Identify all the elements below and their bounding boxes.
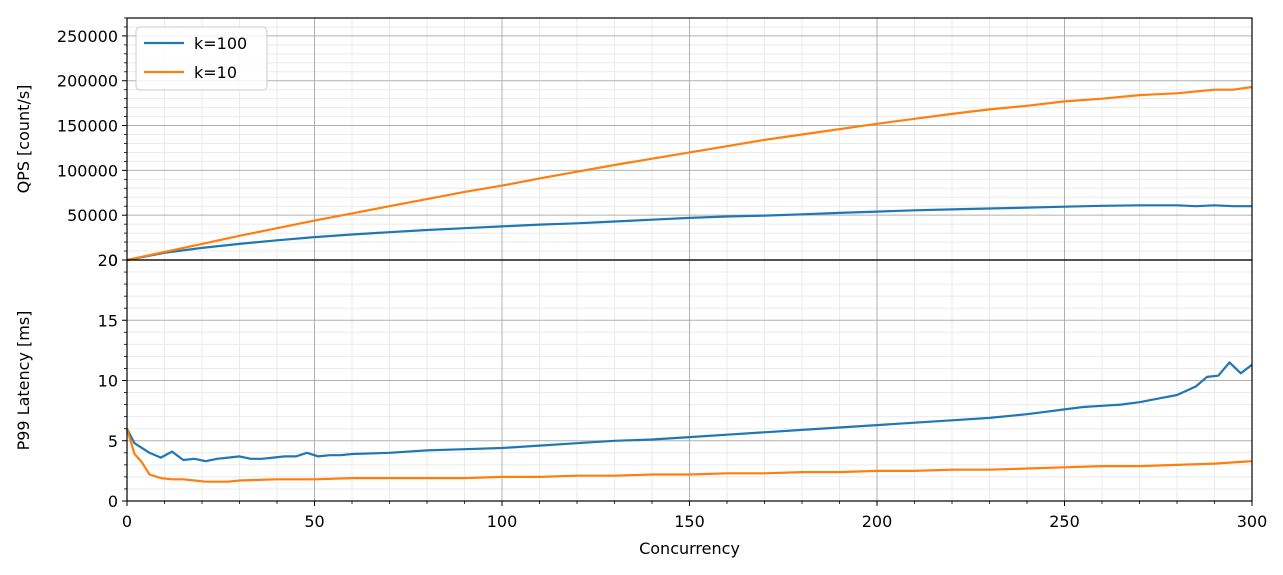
legend-label: k=10 — [194, 63, 237, 82]
y-tick-label: 150000 — [57, 117, 118, 136]
y-tick-label: 10 — [98, 372, 118, 391]
x-tick-label: 200 — [862, 512, 893, 531]
y-tick-label: 20 — [98, 251, 118, 270]
y-tick-label: 0 — [108, 251, 118, 270]
series-line-k-100 — [126, 361, 1253, 463]
y-tick-label: 15 — [98, 311, 118, 330]
y-tick-label: 250000 — [57, 27, 118, 46]
y-tick-label: 200000 — [57, 72, 118, 91]
x-axis-title: Concurrency — [639, 539, 740, 558]
x-tick-label: 150 — [674, 512, 705, 531]
series-line-k-10 — [126, 85, 1253, 262]
x-tick-label: 50 — [304, 512, 324, 531]
y-tick-label: 100000 — [57, 161, 118, 180]
y-tick-label: 5 — [108, 432, 118, 451]
y-tick-label: 50000 — [67, 206, 118, 225]
series-line-k-100 — [126, 204, 1252, 262]
series-line-k-10 — [125, 428, 1253, 483]
x-tick-label: 100 — [487, 512, 518, 531]
y-tick-label: 0 — [108, 492, 118, 511]
legend: k=100 k=10 — [135, 26, 268, 91]
y-axis-title: P99 Latency [ms] — [14, 311, 33, 451]
x-tick-label: 250 — [1049, 512, 1080, 531]
x-tick-label: 300 — [1237, 512, 1268, 531]
qps-plot: 0 50000 100000 150000 200000 250000 QPS [count… — [14, 17, 1253, 270]
y-axis-title: QPS [count/s] — [14, 85, 33, 194]
legend-label: k=100 — [194, 34, 247, 53]
x-tick-label: 0 — [122, 512, 132, 531]
